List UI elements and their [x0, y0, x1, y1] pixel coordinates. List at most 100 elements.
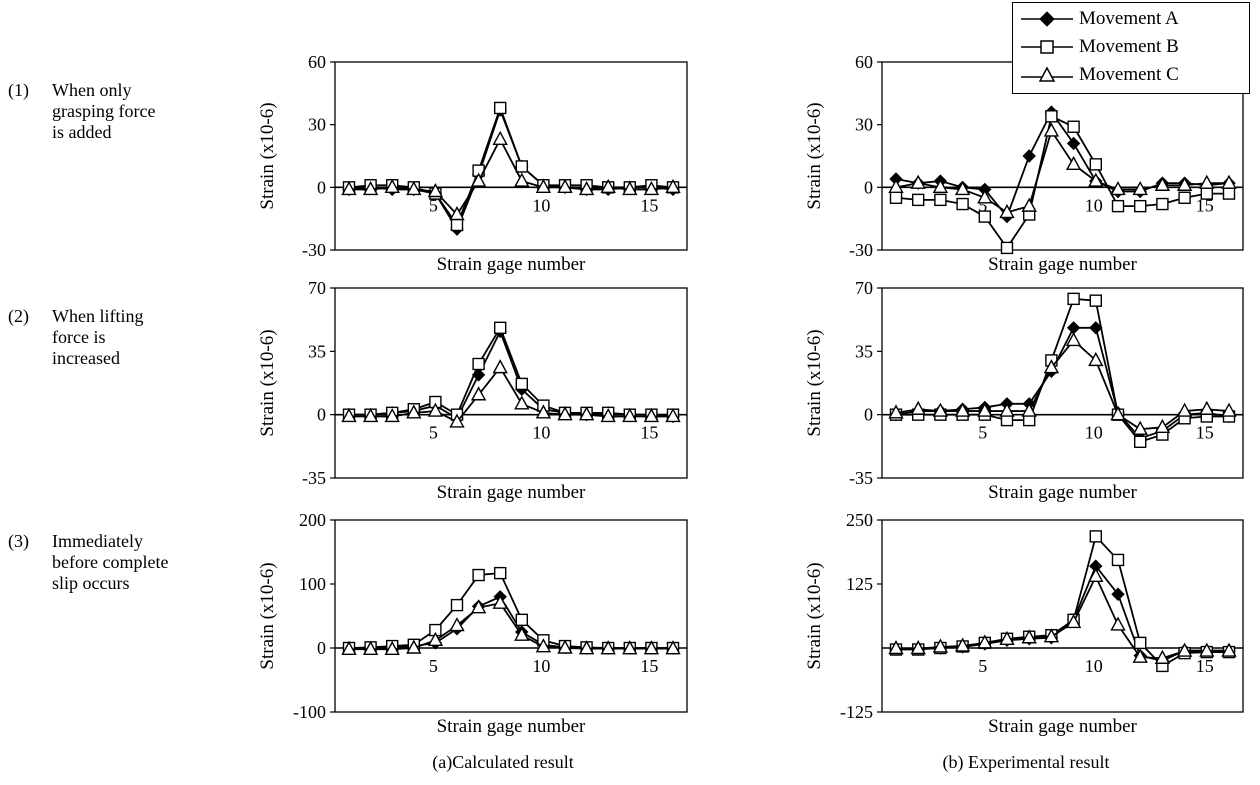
square-marker [1133, 435, 1147, 449]
triangle-marker [1088, 567, 1104, 583]
triangle-marker [910, 400, 926, 415]
series-line-movement-b [348, 105, 674, 227]
triangle-marker [1088, 351, 1104, 367]
triangle-marker [492, 594, 508, 609]
square-marker [1089, 530, 1103, 543]
y-tick-label: 35 [308, 341, 326, 361]
y-tick-label: 0 [864, 177, 873, 197]
triangle-marker [470, 172, 487, 187]
column-caption-calculated: (a)Calculated result [432, 752, 574, 772]
triangle-marker [643, 408, 660, 423]
x-axis-label: Strain gage number [988, 254, 1137, 275]
x-axis-label: Strain gage number [988, 482, 1137, 503]
square-marker [1111, 553, 1125, 567]
chart-3a: -100 0 100 200 5 10 15 Strain gage number Strain… [257, 510, 688, 737]
triangle-marker [362, 408, 379, 423]
triangle-marker [514, 172, 530, 187]
triangle-marker [535, 638, 552, 653]
triangle-marker [1065, 332, 1082, 347]
triangle-marker [384, 640, 400, 655]
triangle-marker [1176, 402, 1193, 417]
legend-entry-movement-c: Movement C [1019, 63, 1245, 87]
x-axis-label: Strain gage number [988, 716, 1137, 737]
series-line-movement-b [349, 325, 673, 416]
series-line-movement-a [895, 110, 1230, 219]
triangle-marker [341, 180, 357, 196]
x-tick-label: 15 [1196, 656, 1214, 676]
triangle-marker [932, 402, 949, 417]
triangle-marker [1176, 642, 1193, 657]
triangle-marker [341, 408, 357, 423]
series-line-movement-b [896, 297, 1229, 443]
triangle-marker [622, 640, 638, 655]
square-marker [1178, 191, 1191, 204]
diamond-marker [1022, 149, 1036, 163]
x-tick-label: 10 [1085, 656, 1103, 676]
square-marker [515, 377, 528, 391]
square-marker [450, 218, 464, 232]
legend-entry-movement-a: Movement A [1019, 7, 1245, 31]
square-marker [515, 160, 528, 173]
square-marker [450, 598, 464, 612]
triangle-marker [1065, 155, 1082, 171]
triangle-marker [1221, 642, 1237, 657]
y-tick-label: 70 [308, 278, 326, 298]
triangle-marker [1065, 613, 1082, 629]
triangle-marker [954, 180, 971, 196]
y-tick-label: -35 [302, 468, 326, 488]
filled-diamond-icon [1021, 11, 1073, 27]
y-axis-label: Strain (x10-6) [804, 102, 825, 209]
y-tick-label: -35 [849, 468, 873, 488]
y-tick-label: 200 [299, 510, 326, 530]
y-tick-label: -125 [840, 702, 873, 722]
series-line-movement-a [348, 107, 674, 232]
triangle-marker [1043, 628, 1060, 643]
triangle-marker [1088, 172, 1104, 187]
y-tick-label: 0 [317, 405, 326, 425]
square-marker [1200, 187, 1214, 200]
triangle-marker [535, 178, 552, 194]
triangle-marker [1110, 406, 1126, 421]
triangle-marker [665, 178, 681, 194]
y-tick-label: -30 [849, 240, 873, 260]
plot-frame [334, 61, 688, 251]
triangle-marker [999, 402, 1015, 417]
x-tick-label: 15 [1196, 195, 1214, 215]
y-axis-label: Strain (x10-6) [257, 102, 278, 209]
triangle-marker [1132, 648, 1148, 663]
triangle-marker [954, 402, 971, 417]
triangle-marker [1199, 642, 1215, 657]
square-marker [1156, 197, 1169, 211]
triangle-marker [622, 180, 638, 196]
triangle-marker [999, 630, 1015, 645]
triangle-marker [1132, 180, 1148, 196]
triangle-marker [427, 183, 444, 198]
y-axis-label: Strain (x10-6) [804, 329, 825, 436]
square-marker [1133, 636, 1147, 650]
triangle-marker [557, 639, 573, 654]
series-line-movement-c [896, 574, 1229, 660]
square-marker [1067, 292, 1080, 306]
row-description: When only grasping force is added [52, 80, 156, 142]
triangle-marker [1110, 180, 1126, 196]
legend-label: Movement C [1079, 64, 1179, 85]
square-marker [934, 193, 947, 207]
triangle-marker [910, 640, 926, 655]
triangle-marker [999, 203, 1015, 219]
triangle-marker [384, 408, 400, 423]
chart-1b: -30 0 30 60 5 10 15 Strain gage number Strain (x… [804, 52, 1244, 275]
y-tick-label: 60 [308, 52, 326, 72]
triangle-marker [643, 180, 660, 196]
diamond-marker [1066, 136, 1081, 151]
y-tick-label: -30 [302, 240, 326, 260]
triangle-marker [514, 626, 530, 641]
triangle-marker [384, 178, 400, 194]
legend-entry-movement-b: Movement B [1019, 35, 1245, 59]
legend: Movement A Movement B Movement C [1012, 2, 1250, 94]
x-tick-label: 5 [429, 656, 438, 676]
x-axis-label: Strain gage number [437, 716, 586, 737]
y-tick-label: 60 [855, 52, 873, 72]
triangle-marker [1021, 197, 1037, 212]
square-marker [889, 191, 903, 204]
y-tick-label: 35 [855, 341, 873, 361]
